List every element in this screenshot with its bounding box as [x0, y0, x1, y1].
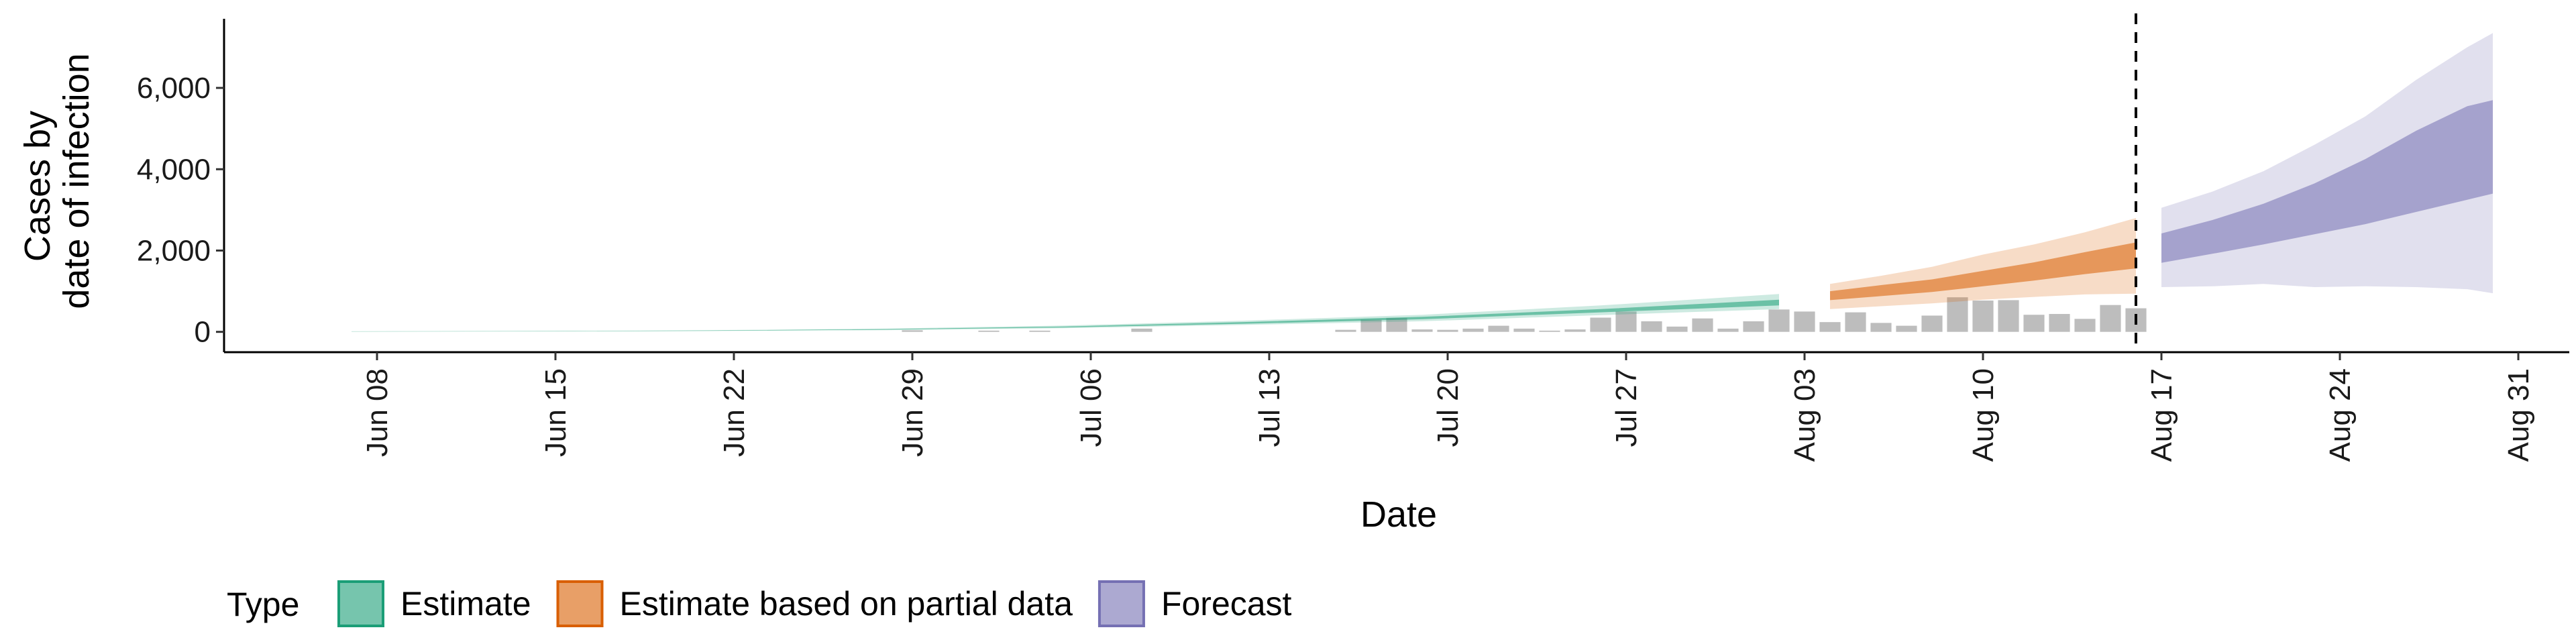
x-tick-label: Aug 31: [2502, 368, 2535, 462]
y-tick-label: 4,000: [137, 153, 211, 186]
observed-case-bar: [1513, 328, 1535, 332]
legend-key: [337, 580, 384, 627]
observed-case-bar: [1360, 319, 1382, 332]
x-tick-label: Aug 10: [1967, 368, 2000, 462]
observed-case-bar: [2049, 314, 2070, 332]
series-1: [352, 294, 1779, 332]
x-tick-label: Aug 24: [2324, 368, 2357, 462]
observed-case-bar: [2100, 305, 2121, 332]
observed-case-bar: [1488, 325, 1509, 332]
legend-label: Estimate based on partial data: [620, 585, 1073, 623]
observed-case-bar: [1794, 311, 1815, 332]
legend-key: [556, 580, 604, 627]
y-axis-title-line-2: date of infection: [56, 53, 97, 309]
observed-cases-bars: [902, 297, 2147, 332]
x-tick-label: Jun 22: [718, 368, 751, 457]
x-tick-label: Jul 27: [1610, 368, 1643, 447]
legend: Type Estimate Estimate based on partial d…: [227, 580, 1292, 627]
inner-interval-band: [352, 299, 1779, 332]
series-3: [2161, 33, 2493, 294]
observed-case-bar: [1564, 329, 1586, 332]
observed-case-bar: [1819, 322, 1841, 332]
observed-case-bar: [1947, 297, 1968, 332]
observed-case-bar: [1998, 300, 2019, 332]
x-tick-label: Jul 20: [1432, 368, 1464, 447]
observed-case-bar: [1666, 326, 1688, 332]
x-tick-label: Aug 17: [2145, 368, 2178, 462]
observed-case-bar: [1743, 321, 1764, 332]
observed-case-bar: [1411, 329, 1433, 332]
legend-title: Type: [227, 586, 299, 623]
y-axis-ticks: 0 2,000 4,000 6,000: [137, 72, 224, 349]
observed-case-bar: [1029, 330, 1051, 332]
observed-case-bar: [902, 330, 923, 332]
x-tick-label: Jul 06: [1075, 368, 1108, 447]
inner-interval-band: [1830, 242, 2136, 301]
x-tick-label: Jun 29: [896, 368, 929, 457]
x-tick-label: Jun 08: [361, 368, 394, 457]
observed-case-bar: [1462, 328, 1484, 332]
observed-case-bar: [1335, 329, 1356, 332]
legend-key: [1097, 580, 1145, 627]
legend-item: Forecast: [1097, 580, 1292, 627]
observed-case-bar: [1641, 321, 1662, 332]
observed-case-bar: [1845, 312, 1866, 332]
x-tick-label: Jun 15: [539, 368, 572, 457]
series-2: [1830, 218, 2136, 309]
observed-case-bar: [1437, 329, 1458, 332]
observed-case-bar: [978, 330, 1000, 332]
observed-case-bar: [1768, 309, 1790, 332]
legend-item: Estimate: [337, 580, 531, 627]
observed-case-bar: [1615, 311, 1637, 332]
observed-case-bar: [1896, 325, 1917, 332]
observed-case-bar: [1131, 328, 1152, 332]
observed-case-bar: [1921, 315, 1943, 332]
x-tick-label: Jul 13: [1253, 368, 1286, 447]
observed-case-bar: [1590, 317, 1611, 332]
y-axis-title-line-1: Cases by: [17, 111, 58, 262]
y-tick-label: 6,000: [137, 72, 211, 105]
observed-case-bar: [1386, 318, 1407, 332]
legend-label: Forecast: [1161, 585, 1292, 623]
observed-case-bar: [1717, 328, 1739, 332]
legend-item: Estimate based on partial data: [556, 580, 1073, 627]
inner-interval-band: [2161, 100, 2493, 263]
y-tick-label: 2,000: [137, 234, 211, 267]
x-axis-ticks: Jun 08 Jun 15 Jun 22 Jun 29 Jul 06 Jul 13 Jul …: [361, 352, 2535, 462]
observed-case-bar: [2074, 319, 2096, 332]
y-axis-title: Cases by date of infection: [17, 53, 97, 309]
x-tick-label: Aug 03: [1788, 368, 1821, 462]
y-tick-label: 0: [195, 316, 211, 349]
observed-case-bar: [2023, 315, 2045, 332]
legend-label: Estimate: [400, 585, 531, 623]
observed-case-bar: [1972, 301, 1994, 332]
observed-case-bar: [1692, 318, 1713, 332]
axes: [223, 19, 2569, 354]
estimate-ribbons: [352, 33, 2493, 332]
x-axis-title: Date: [1360, 494, 1437, 535]
observed-case-bar: [1870, 323, 1892, 332]
observed-case-bar: [1539, 330, 1560, 332]
outer-interval-band: [352, 294, 1779, 332]
